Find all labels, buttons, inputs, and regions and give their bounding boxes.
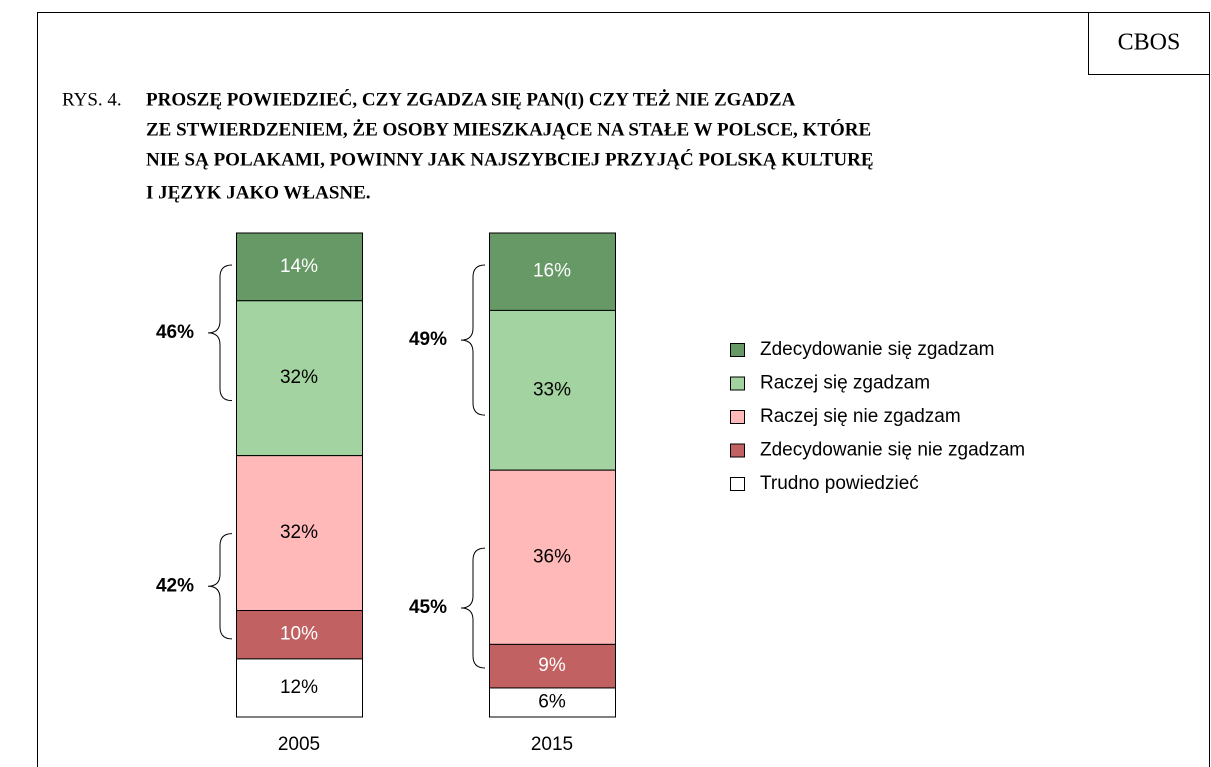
bar-segment [236,300,363,457]
legend-swatch [730,477,745,491]
legend-label: Zdecydowanie się nie zgadzam [760,440,1025,461]
brace-label: 45% [409,597,447,618]
source-box [1088,12,1210,75]
value-label: 16% [533,261,571,282]
brace [460,264,486,416]
legend-swatch [730,343,745,357]
bar-segment [489,643,616,689]
brace-label: 49% [409,329,447,350]
brace-label: 42% [156,575,194,596]
bar-segment [489,687,616,718]
chart-title: NIE SĄ POLAKAMI, POWINNY JAK NAJSZYBCIEJ… [146,148,874,170]
legend-label: Trudno powiedzieć [760,473,919,494]
value-label: 12% [280,677,318,698]
brace [460,547,486,669]
legend-swatch [730,376,745,391]
chart-title: PROSZĘ POWIEDZIEĆ, CZY ZGADZA SIĘ PAN(I)… [146,88,796,110]
bar-segment [236,610,363,660]
bar-segment [489,309,616,471]
legend-label: Raczej się nie zgadzam [760,406,961,427]
x-tick-label: 2005 [278,734,320,755]
bar-segment [489,232,616,311]
value-label: 36% [533,546,571,567]
bar-segment [236,658,363,718]
frame [37,12,1210,767]
source: CBOS [1118,30,1181,56]
legend-label: Raczej się zgadzam [760,373,930,394]
value-label: 10% [280,624,318,645]
value-label: 32% [280,367,318,388]
value-label: 6% [538,691,566,712]
bar-segment [236,455,363,612]
chart-title: I JĘZYK JAKO WŁASNE. [146,182,371,203]
value-label: 32% [280,522,318,543]
legend-label: Zdecydowanie się zgadzam [760,339,994,360]
value-label: 9% [538,655,566,676]
legend-swatch [730,443,745,458]
legend-swatch [730,410,745,424]
title-prefix: RYS. 4. [62,89,122,110]
bar-segment [489,469,616,645]
brace-label: 46% [156,322,194,343]
chart-title: ZE STWIERDZENIEM, ŻE OSOBY MIESZKAJĄCE N… [146,118,871,140]
value-label: 33% [533,379,571,400]
brace [207,533,233,640]
bar-segment [236,232,363,302]
value-label: 14% [280,256,318,277]
brace [207,264,233,402]
x-tick-label: 2015 [531,734,573,755]
